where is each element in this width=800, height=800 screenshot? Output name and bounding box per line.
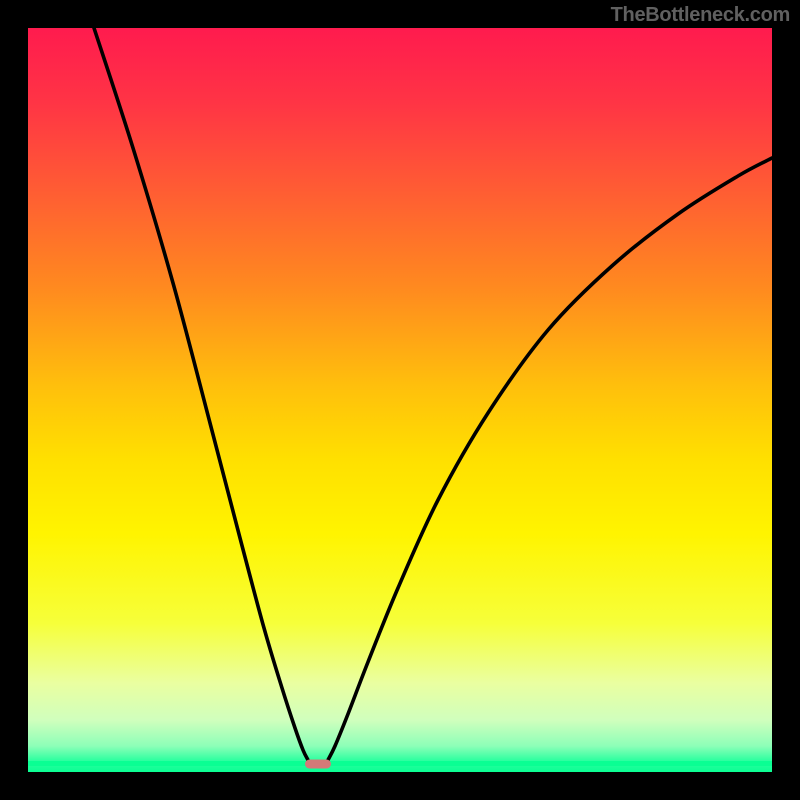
plot-area xyxy=(28,28,772,772)
optimum-marker xyxy=(305,760,331,769)
chart-container: TheBottleneck.com xyxy=(0,0,800,800)
watermark-text: TheBottleneck.com xyxy=(611,4,790,27)
bottleneck-chart xyxy=(0,0,800,800)
